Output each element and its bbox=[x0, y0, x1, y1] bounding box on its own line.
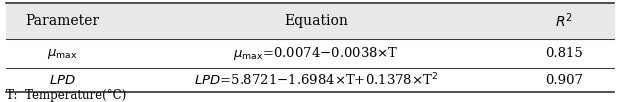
Text: Parameter: Parameter bbox=[25, 14, 99, 28]
Text: $\mathit{LPD}$: $\mathit{LPD}$ bbox=[48, 74, 76, 87]
Text: $\mathit{R}^2$: $\mathit{R}^2$ bbox=[556, 12, 573, 30]
Text: $\mathit{LPD}$=5.8721$-$1.6984$\times$T+0.1378$\times$T$^2$: $\mathit{LPD}$=5.8721$-$1.6984$\times$T+… bbox=[194, 72, 438, 88]
Text: Equation: Equation bbox=[284, 14, 348, 28]
Text: $\mu_{\mathrm{max}}$=0.0074$-$0.0038$\times$T: $\mu_{\mathrm{max}}$=0.0074$-$0.0038$\ti… bbox=[233, 45, 399, 62]
Text: $\mu_{\mathrm{max}}$: $\mu_{\mathrm{max}}$ bbox=[46, 47, 78, 61]
Text: T:  Temperature(°C): T: Temperature(°C) bbox=[6, 89, 126, 102]
Text: 0.815: 0.815 bbox=[546, 47, 583, 60]
Text: 0.907: 0.907 bbox=[545, 74, 583, 87]
